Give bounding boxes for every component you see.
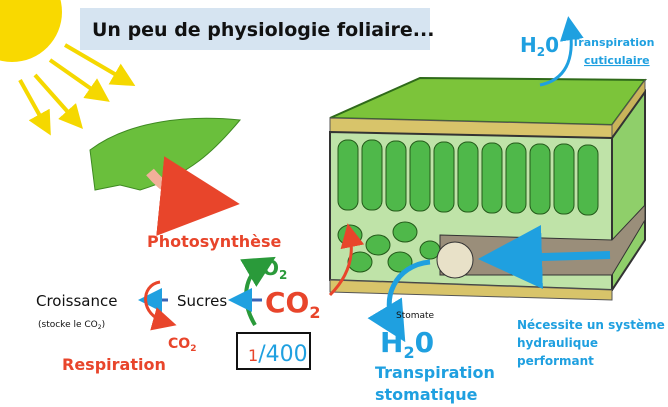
co2-main: CO2	[265, 286, 321, 322]
necessite: hydraulique	[517, 336, 598, 350]
respiration: Respiration	[62, 355, 166, 374]
transpiration-cuticulaire: Transpiration	[572, 36, 654, 49]
sun	[0, 0, 136, 136]
leaf-arrow	[146, 156, 240, 236]
leaf	[89, 117, 241, 191]
sucres: Sucres	[177, 292, 227, 310]
cuticular-arrow	[539, 16, 584, 87]
co2-in-arrow	[328, 223, 365, 297]
h2o-top: H20	[520, 33, 559, 59]
counter: 1/400	[248, 342, 308, 367]
stocke: (stocke le CO2)	[38, 320, 105, 331]
o2-arrow	[240, 256, 276, 327]
title-box	[80, 8, 430, 50]
stomate: Stomate	[396, 311, 435, 321]
stomatal-arrow	[367, 259, 431, 343]
transpiration-stomatique: Transpiration	[375, 363, 495, 382]
croissance: Croissance	[36, 292, 117, 310]
necessite: Nécessite un système	[517, 318, 665, 332]
respiration-arrow	[144, 280, 177, 331]
necessite: performant	[517, 354, 594, 368]
title: Un peu de physiologie foliaire...	[92, 19, 434, 41]
counter-box	[236, 332, 311, 370]
transpiration-cuticulaire: cuticulaire	[584, 54, 650, 67]
h2o-bottom: H20	[380, 326, 434, 362]
photosynthese: Photosynthèse	[147, 232, 282, 251]
transpiration-stomatique: stomatique	[375, 385, 478, 404]
leaf-block	[329, 76, 647, 301]
o2: O2	[262, 256, 287, 282]
co2-small: CO2	[168, 336, 196, 354]
